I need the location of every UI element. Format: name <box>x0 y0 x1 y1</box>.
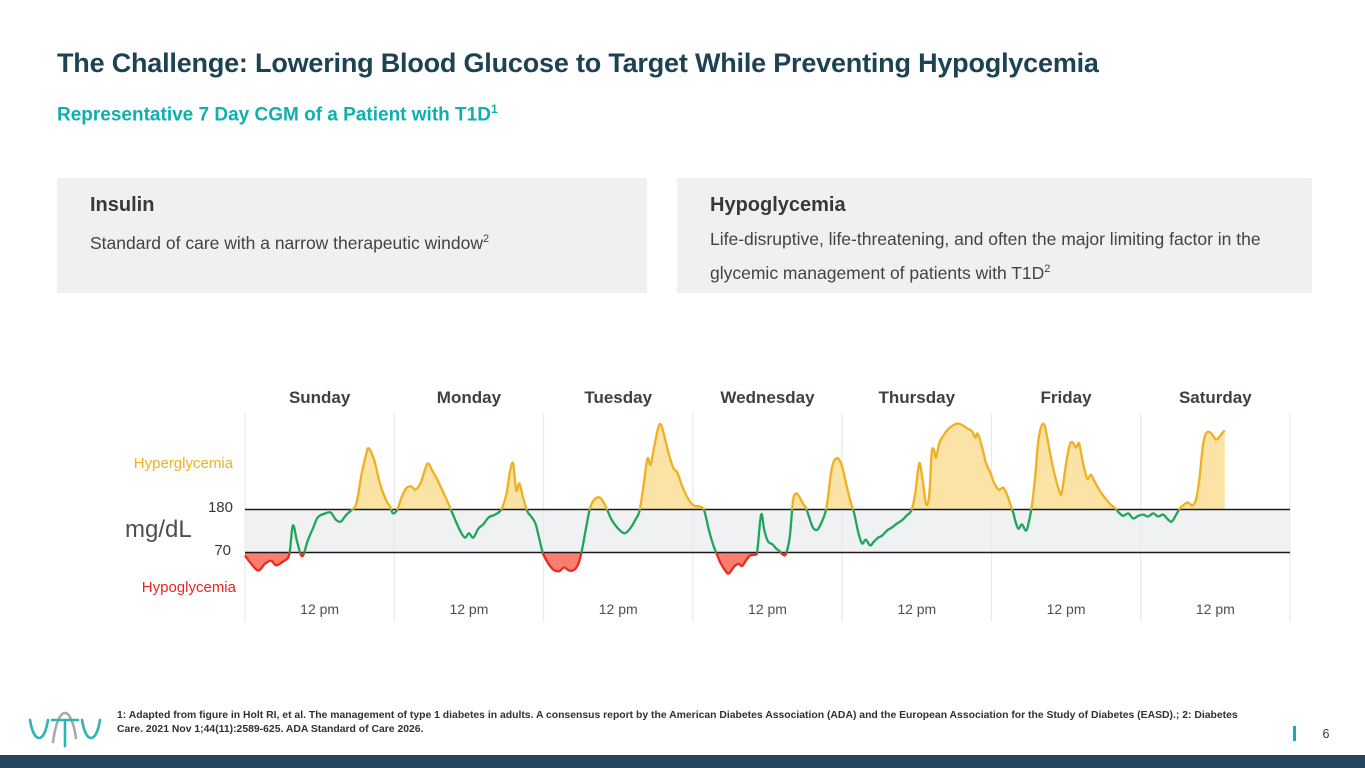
hypoglycemia-card: Hypoglycemia Life-disruptive, life-threa… <box>677 178 1312 293</box>
day-label-monday: Monday <box>436 388 502 407</box>
footnote-citation: 1: Adapted from figure in Holt RI, et al… <box>117 710 1238 735</box>
insulin-card-body: Standard of care with a narrow therapeut… <box>90 224 607 258</box>
day-label-wednesday: Wednesday <box>720 388 815 407</box>
page-number-separator <box>1293 726 1296 741</box>
hypoglycemia-card-body-text: Life-disruptive, life-threatening, and o… <box>710 229 1261 283</box>
insulin-card-body-text: Standard of care with a narrow therapeut… <box>90 232 483 253</box>
page-number: 6 <box>1322 727 1330 741</box>
x-tick-12pm-monday: 12 pm <box>449 601 489 617</box>
insulin-card-superscript: 2 <box>483 233 490 245</box>
bottom-accent-bar <box>0 755 1365 768</box>
day-label-thursday: Thursday <box>878 388 956 407</box>
day-label-saturday: Saturday <box>1178 388 1252 407</box>
hypoglycemia-card-title: Hypoglycemia <box>710 194 846 216</box>
insulin-card: Insulin Standard of care with a narrow t… <box>57 178 647 293</box>
y-axis-unit-label: mg/dL <box>125 516 192 543</box>
x-tick-12pm-tuesday: 12 pm <box>598 601 638 617</box>
x-tick-12pm-thursday: 12 pm <box>897 601 937 617</box>
logo-right-v <box>80 718 102 740</box>
threshold-180-label: 180 <box>207 499 233 516</box>
slide-subtitle-superscript: 1 <box>490 102 498 116</box>
x-tick-12pm-friday: 12 pm <box>1046 601 1086 617</box>
slide-subtitle-text: Representative 7 Day CGM of a Patient wi… <box>57 104 491 126</box>
logo-left-v <box>28 718 50 740</box>
hypoglycemia-card-body: Life-disruptive, life-threatening, and o… <box>710 224 1272 288</box>
day-label-friday: Friday <box>1040 388 1092 407</box>
slide-subtitle: Representative 7 Day CGM of a Patient wi… <box>57 102 498 126</box>
logo-gray-peak <box>51 711 78 744</box>
day-label-tuesday: Tuesday <box>584 388 653 407</box>
hyperglycemia-zone-label: Hyperglycemia <box>133 455 233 472</box>
x-tick-12pm-saturday: 12 pm <box>1195 601 1235 617</box>
vtv-therapeutics-logo <box>28 711 102 748</box>
hypoglycemia-card-superscript: 2 <box>1044 263 1051 275</box>
threshold-70-label: 70 <box>214 542 231 559</box>
x-tick-12pm-sunday: 12 pm <box>300 601 340 617</box>
logo-t <box>50 718 80 748</box>
day-label-sunday: Sunday <box>288 388 351 407</box>
hypoglycemia-zone-label: Hypoglycemia <box>141 579 236 596</box>
page-title: The Challenge: Lowering Blood Glucose to… <box>57 48 1099 78</box>
insulin-card-title: Insulin <box>90 194 155 216</box>
x-tick-12pm-wednesday: 12 pm <box>748 601 787 617</box>
